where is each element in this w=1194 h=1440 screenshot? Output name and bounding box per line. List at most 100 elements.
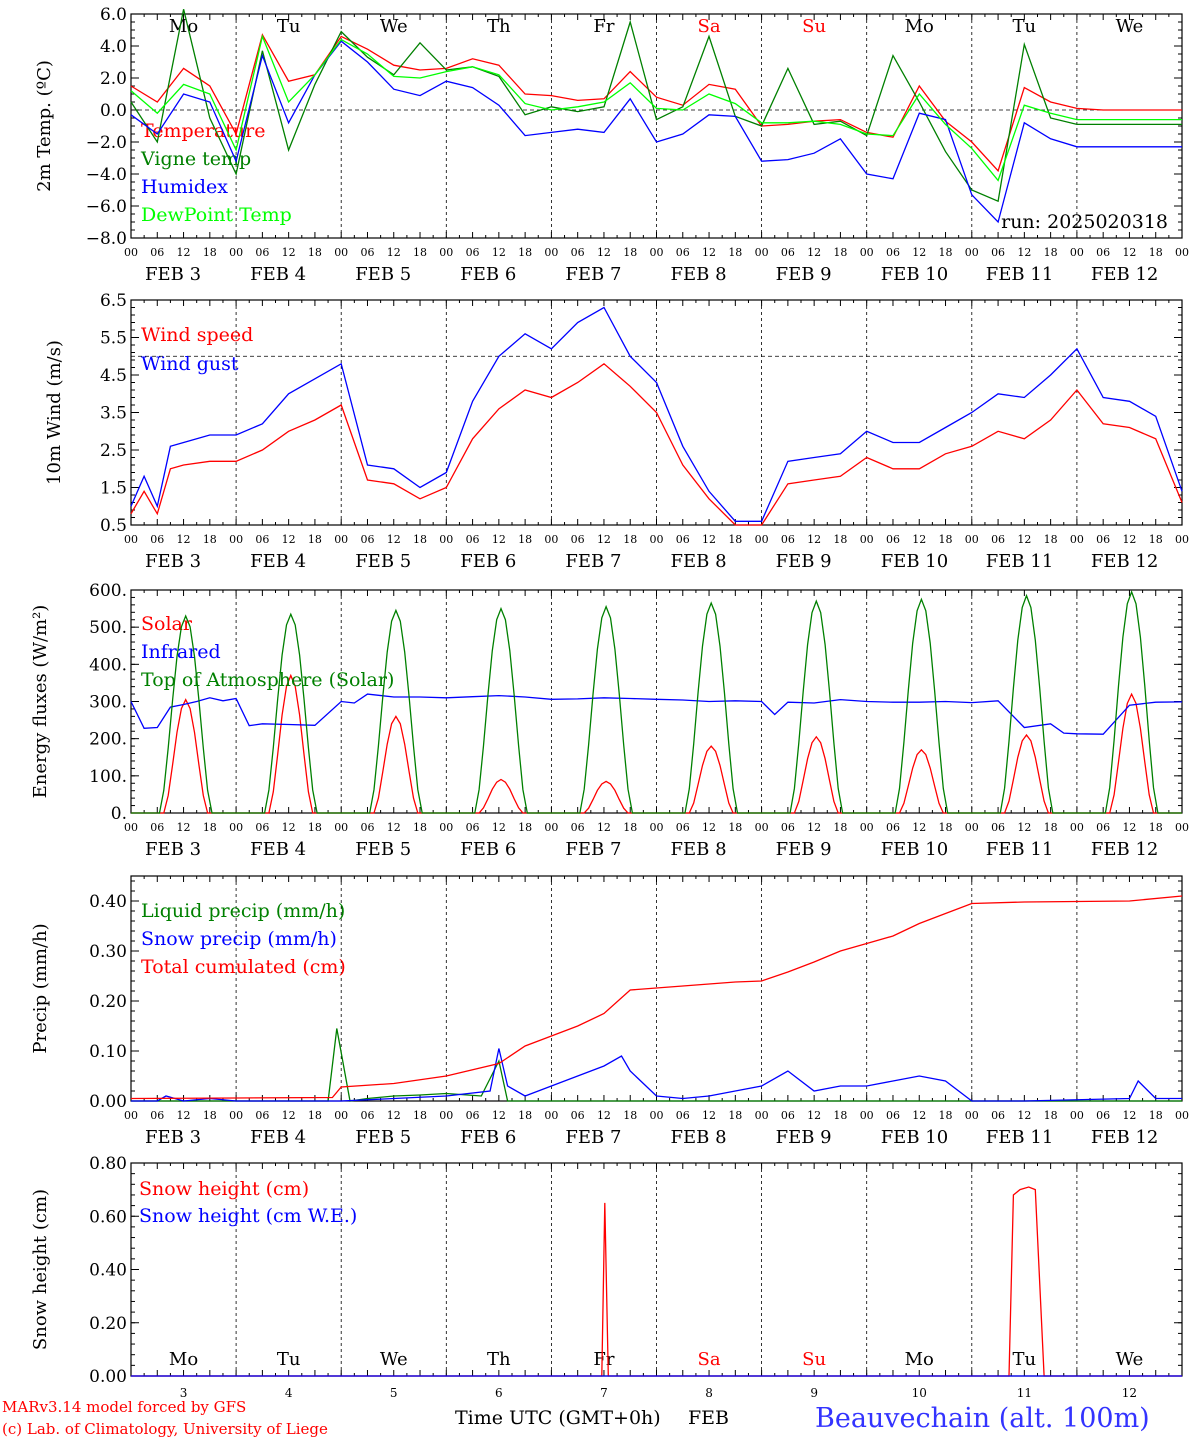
date-label: FEB 9 <box>776 1127 832 1148</box>
hour-label: 18 <box>939 246 953 259</box>
hour-label: 12 <box>912 533 926 546</box>
y-tick-label: 200. <box>89 730 127 750</box>
date-label: FEB 4 <box>250 551 306 572</box>
hour-label: 18 <box>308 1109 322 1122</box>
legend-snowwe: Snow height (cm W.E.) <box>139 1205 357 1227</box>
date-label: FEB 3 <box>145 264 201 285</box>
date-label: FEB 5 <box>355 1127 411 1148</box>
hour-label: 18 <box>1044 1109 1058 1122</box>
hour-label: 00 <box>439 1109 453 1122</box>
hour-label: 06 <box>1096 246 1110 259</box>
hour-label: 12 <box>1122 246 1136 259</box>
hour-label: 12 <box>702 533 716 546</box>
hour-label: 00 <box>439 821 453 834</box>
hour-label: 18 <box>1149 1109 1163 1122</box>
hour-label: 18 <box>728 246 742 259</box>
hour-label: 00 <box>1070 821 1084 834</box>
weekday-label: Tu <box>277 16 301 37</box>
hour-label: 06 <box>150 246 164 259</box>
y-tick-label: 3.5 <box>100 404 127 424</box>
day-number-label: 8 <box>705 1386 713 1400</box>
weekday-label: Sa <box>698 1349 721 1370</box>
hour-label: 06 <box>991 821 1005 834</box>
date-label: FEB 5 <box>355 264 411 285</box>
hour-label: 00 <box>1070 246 1084 259</box>
hour-label: 06 <box>781 1109 795 1122</box>
hour-label: 00 <box>965 1109 979 1122</box>
hour-label: 06 <box>150 1109 164 1122</box>
hour-label: 00 <box>439 246 453 259</box>
y-tick-label: 0.20 <box>89 992 127 1012</box>
hour-label: 00 <box>1175 246 1189 259</box>
hour-label: 12 <box>1017 1109 1031 1122</box>
y-tick-label: 0.5 <box>100 516 127 536</box>
day-number-label: 5 <box>390 1386 398 1400</box>
hour-label: 00 <box>229 246 243 259</box>
date-label: FEB 7 <box>565 551 621 572</box>
hour-label: 18 <box>308 246 322 259</box>
series-line-cum <box>130 895 1183 1100</box>
hour-label: 06 <box>886 1109 900 1122</box>
hour-label: 00 <box>229 821 243 834</box>
hour-label: 18 <box>833 821 847 834</box>
hour-label: 00 <box>229 1109 243 1122</box>
legend-wind: Wind speed <box>141 324 253 346</box>
weekday-label: Fr <box>593 1349 614 1370</box>
hour-label: 00 <box>755 533 769 546</box>
weekday-label: Sa <box>698 16 721 37</box>
series-line-gust <box>130 306 1183 522</box>
hour-label: 12 <box>492 533 506 546</box>
legend-liquid: Liquid precip (mm/h) <box>141 900 345 922</box>
hour-label: 06 <box>255 246 269 259</box>
y-axis-label: 10m Wind (m/s) <box>44 340 65 485</box>
hour-label: 18 <box>203 533 217 546</box>
hour-label: 12 <box>282 533 296 546</box>
run-annotation: run: 2025020318 <box>1001 211 1168 233</box>
y-tick-label: 0.30 <box>89 942 127 962</box>
y-tick-label: 0.40 <box>89 892 127 912</box>
plot-frame <box>130 589 1183 814</box>
panel-snow: 0.80 0.60 0.40 0.20 0.00 Snow height (cm) Mo Tu… <box>30 1154 1183 1400</box>
date-label: FEB 9 <box>776 839 832 860</box>
y-axis-label: Precip (mm/h) <box>30 923 51 1053</box>
hour-label: 00 <box>1175 1109 1189 1122</box>
hour-label: 00 <box>124 1109 138 1122</box>
date-label: FEB 12 <box>1091 551 1158 572</box>
series-line-wind <box>130 362 1183 526</box>
legend-humidex: Humidex <box>141 176 228 198</box>
hour-label: 06 <box>360 821 374 834</box>
hour-label: 18 <box>1044 533 1058 546</box>
hour-label: 12 <box>1017 533 1031 546</box>
y-axis-label: Snow height (cm) <box>30 1189 51 1350</box>
hour-label: 18 <box>1149 246 1163 259</box>
hour-label: 18 <box>728 533 742 546</box>
hour-label: 06 <box>150 533 164 546</box>
hour-label: 18 <box>623 821 637 834</box>
panel-wind: 6.5 5.5 4.5 3.5 2.5 1.5 0.5 10m Wind (m/s) 00 06 1… <box>44 291 1189 572</box>
hour-label: 00 <box>439 533 453 546</box>
hour-label: 00 <box>1175 533 1189 546</box>
hour-label: 06 <box>886 821 900 834</box>
y-tick-label: 1.5 <box>100 479 127 499</box>
hour-label: 12 <box>1017 246 1031 259</box>
legend-snowp: Snow precip (mm/h) <box>141 928 337 950</box>
legend-temp: Temperature <box>141 120 265 142</box>
x-axis-label: Time UTC (GMT+0h) <box>455 1407 661 1429</box>
date-label: FEB 11 <box>986 839 1053 860</box>
y-tick-label: 4.0 <box>100 37 127 57</box>
y-tick-label: 600. <box>89 581 127 601</box>
weekday-label: Su <box>802 16 826 37</box>
day-number-label: 9 <box>810 1386 818 1400</box>
hour-label: 18 <box>939 1109 953 1122</box>
date-label: FEB 8 <box>671 264 727 285</box>
hour-label: 06 <box>781 246 795 259</box>
y-tick-label: 500. <box>89 618 127 638</box>
legend-dew: DewPoint Temp <box>141 204 292 226</box>
weekday-label: Su <box>802 1349 826 1370</box>
hour-label: 00 <box>650 1109 664 1122</box>
hour-label: 12 <box>282 1109 296 1122</box>
hour-label: 00 <box>124 533 138 546</box>
hour-label: 12 <box>492 1109 506 1122</box>
hour-label: 18 <box>623 246 637 259</box>
hour-label: 00 <box>334 821 348 834</box>
